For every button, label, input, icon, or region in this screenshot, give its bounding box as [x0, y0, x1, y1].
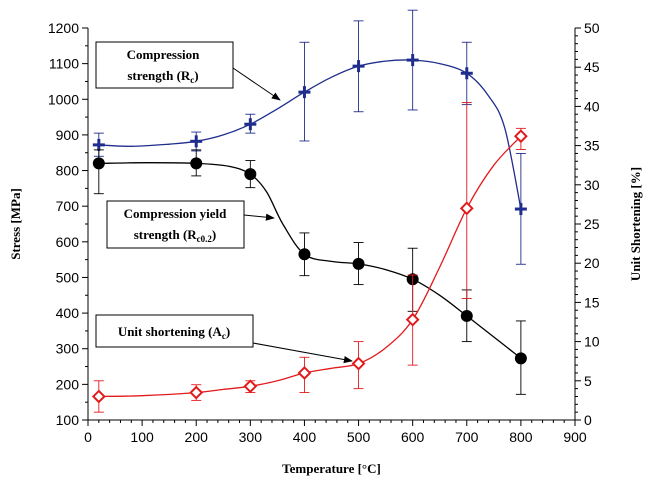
y-right-tick-label: 30 — [584, 177, 600, 193]
series-line — [98, 135, 522, 398]
x-tick-label: 200 — [185, 429, 209, 445]
data-point — [189, 385, 204, 400]
data-point — [298, 86, 311, 99]
annotation-text: Compression — [127, 47, 200, 62]
y-axis-left-title: Stress [MPa] — [8, 188, 23, 260]
y-left-tick-label: 600 — [56, 234, 80, 250]
annotation-box — [95, 314, 254, 348]
data-point — [243, 379, 258, 394]
x-tick-label: 500 — [347, 429, 371, 445]
y-left-tick-label: 300 — [56, 341, 80, 357]
annotation-text: strength (Rc) — [127, 68, 198, 85]
data-point — [244, 118, 257, 131]
y-right-tick-label: 25 — [584, 216, 600, 232]
data-point — [352, 60, 365, 73]
series-compression-strength — [92, 9, 527, 265]
annotation-arrow — [232, 67, 281, 101]
data-point — [91, 389, 106, 404]
data-point — [406, 54, 419, 67]
data-point — [92, 157, 105, 170]
series-layer — [91, 9, 528, 413]
data-point — [244, 168, 257, 181]
data-point — [460, 67, 473, 80]
y-right-tick-label: 15 — [584, 294, 600, 310]
annotation-layer: Compression strength (Rc) Compression yiel… — [95, 41, 353, 364]
data-point — [405, 312, 420, 327]
y-right-tick-label: 5 — [584, 373, 592, 389]
x-tick-label: 900 — [563, 429, 587, 445]
y-right-tick-label: 10 — [584, 334, 600, 350]
annotation-text: Compression yield — [124, 206, 227, 221]
data-point — [352, 257, 365, 270]
x-tick-label: 600 — [401, 429, 425, 445]
y-left-tick-label: 900 — [56, 127, 80, 143]
y-right-tick-label: 35 — [584, 138, 600, 154]
y-left-tick-label: 700 — [56, 198, 80, 214]
series-compression-yield-strength — [92, 149, 527, 395]
y-left-tick-label: 100 — [56, 412, 80, 428]
annotation-text: strength (Rc0.2) — [134, 227, 217, 244]
axes: 0 100 200 300 400 500 600 700 800 900100200300400… — [48, 20, 600, 445]
y-right-tick-label: 50 — [584, 20, 600, 36]
ann-yield-strength: Compression yield strength (Rc0.2) — [106, 200, 275, 249]
data-point — [92, 138, 105, 151]
y-axis-right-title: Unit Shortening [%] — [628, 167, 643, 281]
annotation-text: Unit shortening (Ac) — [118, 324, 230, 341]
x-axis-title: Temperature [°C] — [282, 461, 381, 476]
data-point — [297, 366, 312, 380]
x-tick-label: 700 — [455, 429, 479, 445]
x-tick-label: 400 — [293, 429, 317, 445]
data-point — [460, 309, 473, 322]
series-unit-shortening — [91, 102, 528, 413]
data-point — [513, 129, 528, 144]
ann-unit-shortening: Unit shortening (Ac) — [95, 314, 353, 364]
y-left-tick-label: 400 — [56, 305, 80, 321]
annotation-box — [106, 200, 245, 249]
x-tick-label: 0 — [84, 429, 92, 445]
x-tick-label: 300 — [239, 429, 263, 445]
data-point — [190, 135, 203, 148]
series-line — [98, 162, 522, 359]
data-point — [459, 201, 474, 216]
x-tick-label: 100 — [130, 429, 154, 445]
annotation-arrow — [252, 342, 353, 364]
annotation-box — [95, 41, 234, 89]
data-point — [514, 203, 527, 216]
y-right-tick-label: 20 — [584, 255, 600, 271]
y-left-tick-label: 1200 — [48, 20, 79, 36]
y-right-tick-label: 40 — [584, 98, 600, 114]
annotation-arrow — [243, 213, 275, 221]
series-line — [98, 59, 522, 210]
y-left-tick-label: 1100 — [49, 56, 79, 72]
data-point — [190, 157, 203, 170]
x-tick-label: 800 — [509, 429, 533, 445]
y-left-tick-label: 1000 — [48, 91, 79, 107]
y-right-tick-label: 0 — [584, 412, 592, 428]
y-left-tick-label: 200 — [56, 376, 80, 392]
y-right-tick-label: 45 — [584, 59, 600, 75]
data-point — [298, 248, 311, 261]
ann-compression-strength: Compression strength (Rc) — [95, 41, 281, 101]
data-point — [514, 352, 527, 365]
data-point — [351, 356, 366, 371]
y-left-tick-label: 500 — [56, 269, 80, 285]
y-left-tick-label: 800 — [56, 163, 80, 179]
